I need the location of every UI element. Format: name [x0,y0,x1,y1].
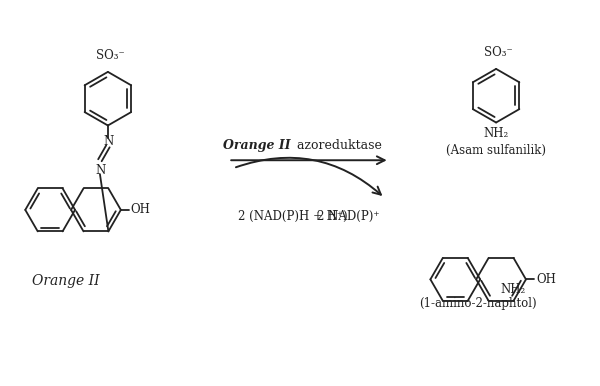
Text: SO₃⁻: SO₃⁻ [484,46,512,59]
Text: N: N [104,135,114,148]
Text: NH₂: NH₂ [501,283,526,296]
Text: Orange II: Orange II [223,139,291,152]
FancyArrowPatch shape [236,158,381,195]
Text: 2 NAD(P)⁺: 2 NAD(P)⁺ [317,210,380,223]
Text: azoreduktase: azoreduktase [293,139,382,152]
Text: (1-amino-2-naphtol): (1-amino-2-naphtol) [419,297,537,310]
Text: NH₂: NH₂ [484,127,509,141]
Text: N: N [96,164,106,177]
Text: OH: OH [131,203,151,217]
Text: Orange II: Orange II [32,274,100,288]
Text: 2 (NAD(P)H + H⁺): 2 (NAD(P)H + H⁺) [238,210,348,223]
Text: SO₃⁻: SO₃⁻ [95,49,124,62]
Text: (Asam sulfanilik): (Asam sulfanilik) [446,144,546,157]
Text: OH: OH [536,273,556,286]
